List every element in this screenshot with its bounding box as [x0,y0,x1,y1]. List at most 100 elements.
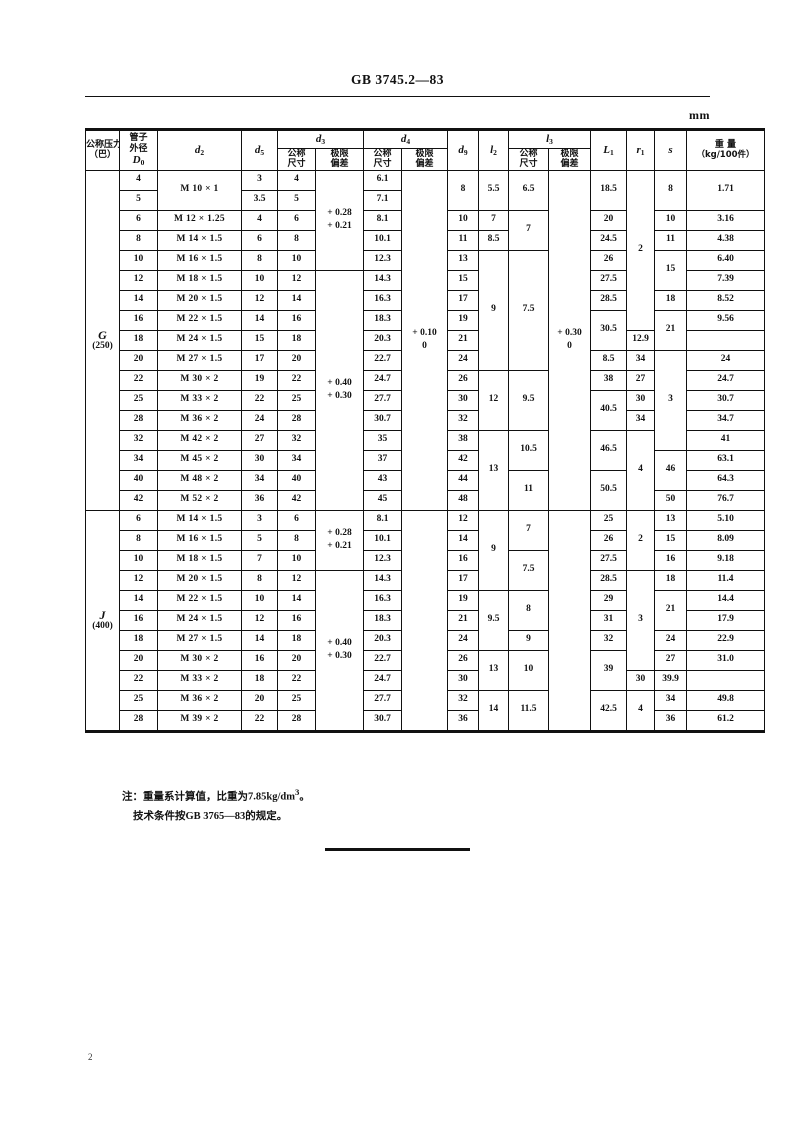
th-pipe-od: 管子 外径 D0 [119,130,158,171]
cell-d3: 28 [277,709,316,731]
cell-L1: 25 [590,509,627,531]
cell-L1: 18.5 [590,169,627,211]
cell-d9: 11 [447,229,479,251]
cell-weight: 9.56 [686,309,765,331]
cell-d5: 17 [241,349,278,371]
cell-d5: 3 [241,169,278,191]
cell-s: 18 [654,289,687,311]
table-row: 32 M 42 × 2 27 32 35 38 13 10.5 46.5 4 4… [86,429,765,511]
section-end-rule [325,848,470,851]
cell-l3: 7 [508,209,549,251]
cell-weight: 76.7 [686,489,765,511]
cell-d4: 12.3 [363,249,402,271]
cell-d0: 4 [119,169,158,191]
cell-d2: M 33 × 2 [157,669,242,691]
cell-d5: 22 [241,389,278,411]
cell-s: 21 [654,309,687,351]
cell-d4: 16.3 [363,589,402,611]
cell-L1: 28.5 [590,289,627,311]
cell-d5: 15 [241,329,278,351]
cell-weight: 39.9 [654,669,687,691]
cell-d3: 18 [277,629,316,651]
cell-d9: 19 [447,309,479,331]
cell-d9: 42 [447,449,479,471]
cell-weight: 17.9 [686,609,765,631]
cell-d5: 8 [241,569,278,591]
th-d4-nominal: 公称 尺寸 [363,148,402,171]
cell-l3-tol: + 0.30 0 [548,169,591,511]
cell-d4-tol: + 0.10 0 [401,169,448,511]
cell-d9: 14 [447,529,479,551]
cell-d0: 28 [119,709,158,731]
note-weight: 注：重量系计算值，比重为7.85kg/dm3。 [122,787,310,803]
cell-d3: 10 [277,549,316,571]
cell-d9: 17 [447,289,479,311]
cell-l3: 10.5 [508,429,549,471]
header-divider [85,96,710,97]
cell-s: 27 [654,649,687,671]
cell-weight: 11.4 [686,569,765,591]
cell-L1: 24.5 [590,229,627,251]
cell-L1: 20 [590,209,627,231]
cell-s: 10 [654,209,687,231]
cell-d5: 14 [241,309,278,331]
cell-s: 16 [654,549,687,571]
th-l3-tolerance: 极限 偏差 [548,148,591,171]
table-row: J (400) 6 M 14 × 1.5 3 6 + 0.28 + 0.21 8… [85,509,765,731]
cell-weight: 34.7 [686,409,765,431]
cell-d0: 16 [119,609,158,631]
cell-d9: 16 [447,549,479,571]
cell-l3: 6.5 [508,169,549,211]
cell-d2: M 20 × 1.5 [157,289,242,311]
page-number: 2 [88,1052,93,1062]
cell-d2: M 36 × 2 [157,409,242,431]
unit-label: mm [689,108,710,122]
cell-r1: 3 [626,569,655,671]
cell-d4: 45 [363,489,402,511]
cell-d3: 40 [277,469,316,491]
cell-d0: 28 [119,409,158,431]
cell-weight: 63.1 [686,449,765,471]
th-s: s [654,130,687,171]
cell-d9: 30 [447,389,479,411]
cell-d4: 6.1 [363,169,402,191]
header-row-1: 公称压力 （巴） 管子 外径 D0 d2 d5 d3 [85,130,765,171]
table-row: 28 M 36 × 2 24 28 30.7 32 34 34.7 [86,409,765,431]
cell-d0: 10 [119,249,158,271]
th-d5: d5 [241,130,278,171]
cell-d4: 24.7 [363,669,402,691]
cell-d9: 38 [447,429,479,451]
cell-d3-tol: + 0.40 + 0.30 [315,269,364,511]
cell-l3: 11 [508,469,549,511]
cell-d5: 12 [241,609,278,631]
cell-d2: M 39 × 2 [157,709,242,731]
cell-L1: 26 [590,529,627,551]
cell-d9: 24 [447,349,479,371]
cell-d5: 6 [241,229,278,251]
cell-d3: 16 [277,309,316,331]
cell-d3: 8 [277,229,316,251]
th-d2: d2 [157,130,242,171]
cell-d5: 7 [241,549,278,571]
cell-d2: M 22 × 1.5 [157,589,242,611]
cell-d2: M 16 × 1.5 [157,529,242,551]
cell-L1: 39 [590,649,627,691]
cell-d4: 37 [363,449,402,471]
cell-L1: 27.5 [590,549,627,571]
cell-d2: M 20 × 1.5 [157,569,242,591]
cell-d3: 14 [277,589,316,611]
cell-d2: M 14 × 1.5 [157,509,242,531]
table-row: 12 M 20 × 1.5 8 12 + 0.40 + 0.30 14.3 17… [86,569,765,731]
cell-d3-tol: + 0.28 + 0.21 [315,169,364,271]
cell-L1: 46.5 [590,429,627,471]
cell-d4: 30.7 [363,409,402,431]
cell-l2: 7 [478,209,509,231]
cell-d9: 32 [447,409,479,431]
cell-d0: 8 [119,229,158,251]
cell-d3: 25 [277,689,316,711]
cell-r1: 2 [626,169,655,331]
cell-d9: 15 [447,269,479,291]
table-row: 18 M 27 × 1.5 14 18 20.3 24 9 32 24 22.9 [86,629,765,651]
cell-d5: 22 [241,709,278,731]
cell-s: 50 [654,489,687,511]
